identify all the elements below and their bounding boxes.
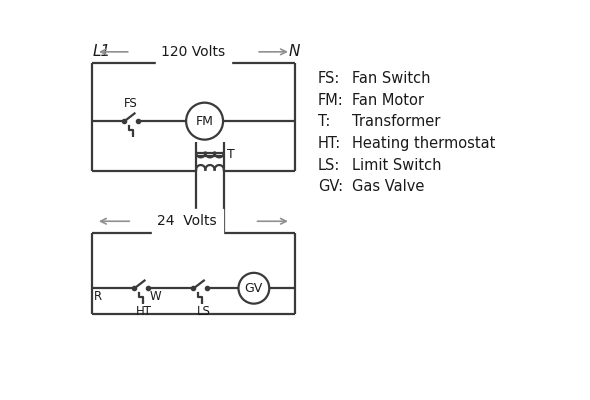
Text: Heating thermostat: Heating thermostat [352, 136, 496, 151]
Text: Transformer: Transformer [352, 114, 441, 130]
Text: GV:: GV: [318, 179, 343, 194]
Text: W: W [149, 290, 160, 303]
Text: T: T [227, 148, 235, 161]
Text: LS:: LS: [318, 158, 340, 172]
Text: R: R [94, 290, 102, 303]
Text: Gas Valve: Gas Valve [352, 179, 425, 194]
Text: FM:: FM: [318, 93, 343, 108]
Text: 120 Volts: 120 Volts [161, 45, 225, 59]
Text: FM: FM [196, 115, 214, 128]
Text: LS: LS [197, 305, 211, 318]
Text: Fan Motor: Fan Motor [352, 93, 424, 108]
Text: HT:: HT: [318, 136, 341, 151]
Text: GV: GV [245, 282, 263, 295]
Text: N: N [289, 44, 300, 59]
Text: L1: L1 [92, 44, 110, 59]
Text: Limit Switch: Limit Switch [352, 158, 442, 172]
Text: FS: FS [124, 97, 137, 110]
Text: Fan Switch: Fan Switch [352, 71, 431, 86]
Text: FS:: FS: [318, 71, 340, 86]
Text: HT: HT [136, 305, 152, 318]
Text: T:: T: [318, 114, 330, 130]
Text: 24  Volts: 24 Volts [158, 214, 217, 228]
